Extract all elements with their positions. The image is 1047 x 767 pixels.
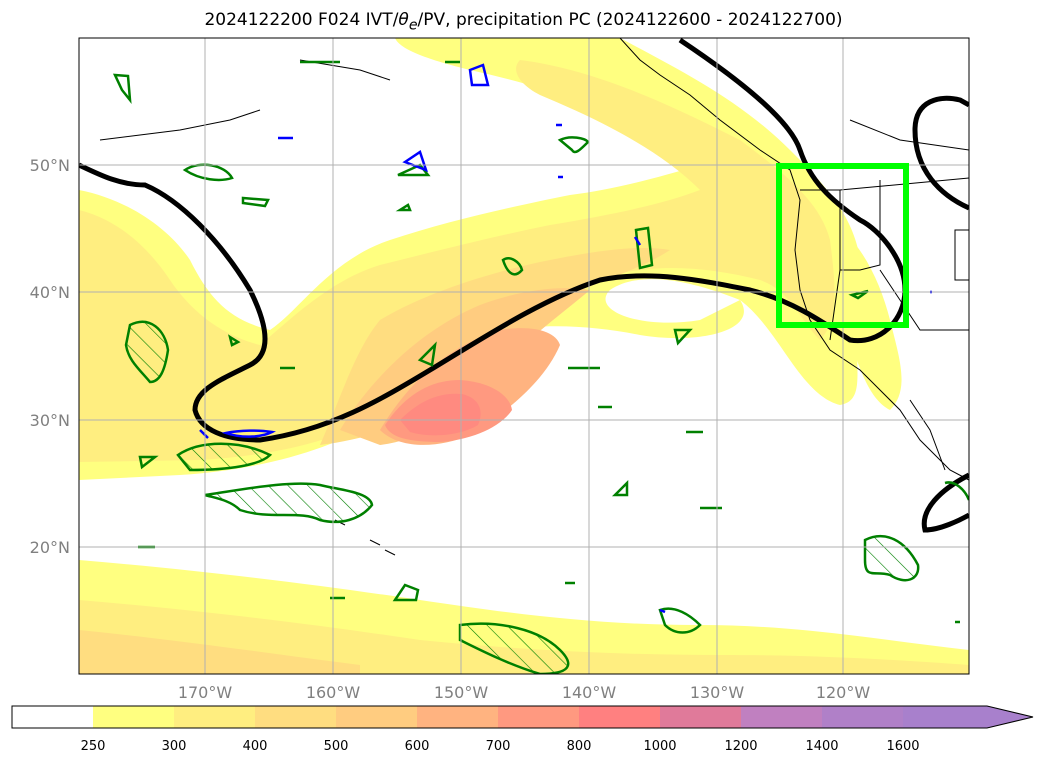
coastlines [99, 38, 969, 556]
colorbar-tick-1400: 1400 [805, 739, 838, 754]
lon-label-120w: 120°W [816, 683, 871, 702]
map-frame [78, 37, 970, 675]
lat-label-50n: 50°N [30, 156, 70, 175]
lon-label-170w: 170°W [178, 683, 233, 702]
lat-label-40n: 40°N [30, 283, 70, 302]
colorbar-tick-300: 300 [162, 739, 187, 754]
colorbar-tick-400: 400 [243, 739, 268, 754]
colorbar-tick-1000: 1000 [643, 739, 676, 754]
pv-contours [112, 60, 969, 674]
lon-label-130w: 130°W [690, 683, 745, 702]
colorbar-tick-1200: 1200 [724, 739, 757, 754]
ivt-shading [79, 38, 969, 674]
lon-label-160w: 160°W [306, 683, 361, 702]
gridlines [79, 38, 969, 674]
colorbar-tick-1600: 1600 [886, 739, 919, 754]
colorbar-tick-600: 600 [405, 739, 430, 754]
colorbar-tick-250: 250 [81, 739, 106, 754]
lon-label-150w: 150°W [434, 683, 489, 702]
colorbar [11, 705, 1034, 729]
lat-label-20n: 20°N [30, 538, 70, 557]
lon-label-140w: 140°W [562, 683, 617, 702]
lat-label-30n: 30°N [30, 411, 70, 430]
colorbar-tick-500: 500 [324, 739, 349, 754]
map-plot-area [79, 38, 969, 674]
colorbar-tick-700: 700 [486, 739, 511, 754]
colorbar-tick-800: 800 [567, 739, 592, 754]
region-highlight-box [776, 163, 909, 328]
map-title: 2024122200 F024 IVT/θe/PV, precipitation… [204, 10, 843, 34]
theta-e-contours [79, 38, 969, 533]
